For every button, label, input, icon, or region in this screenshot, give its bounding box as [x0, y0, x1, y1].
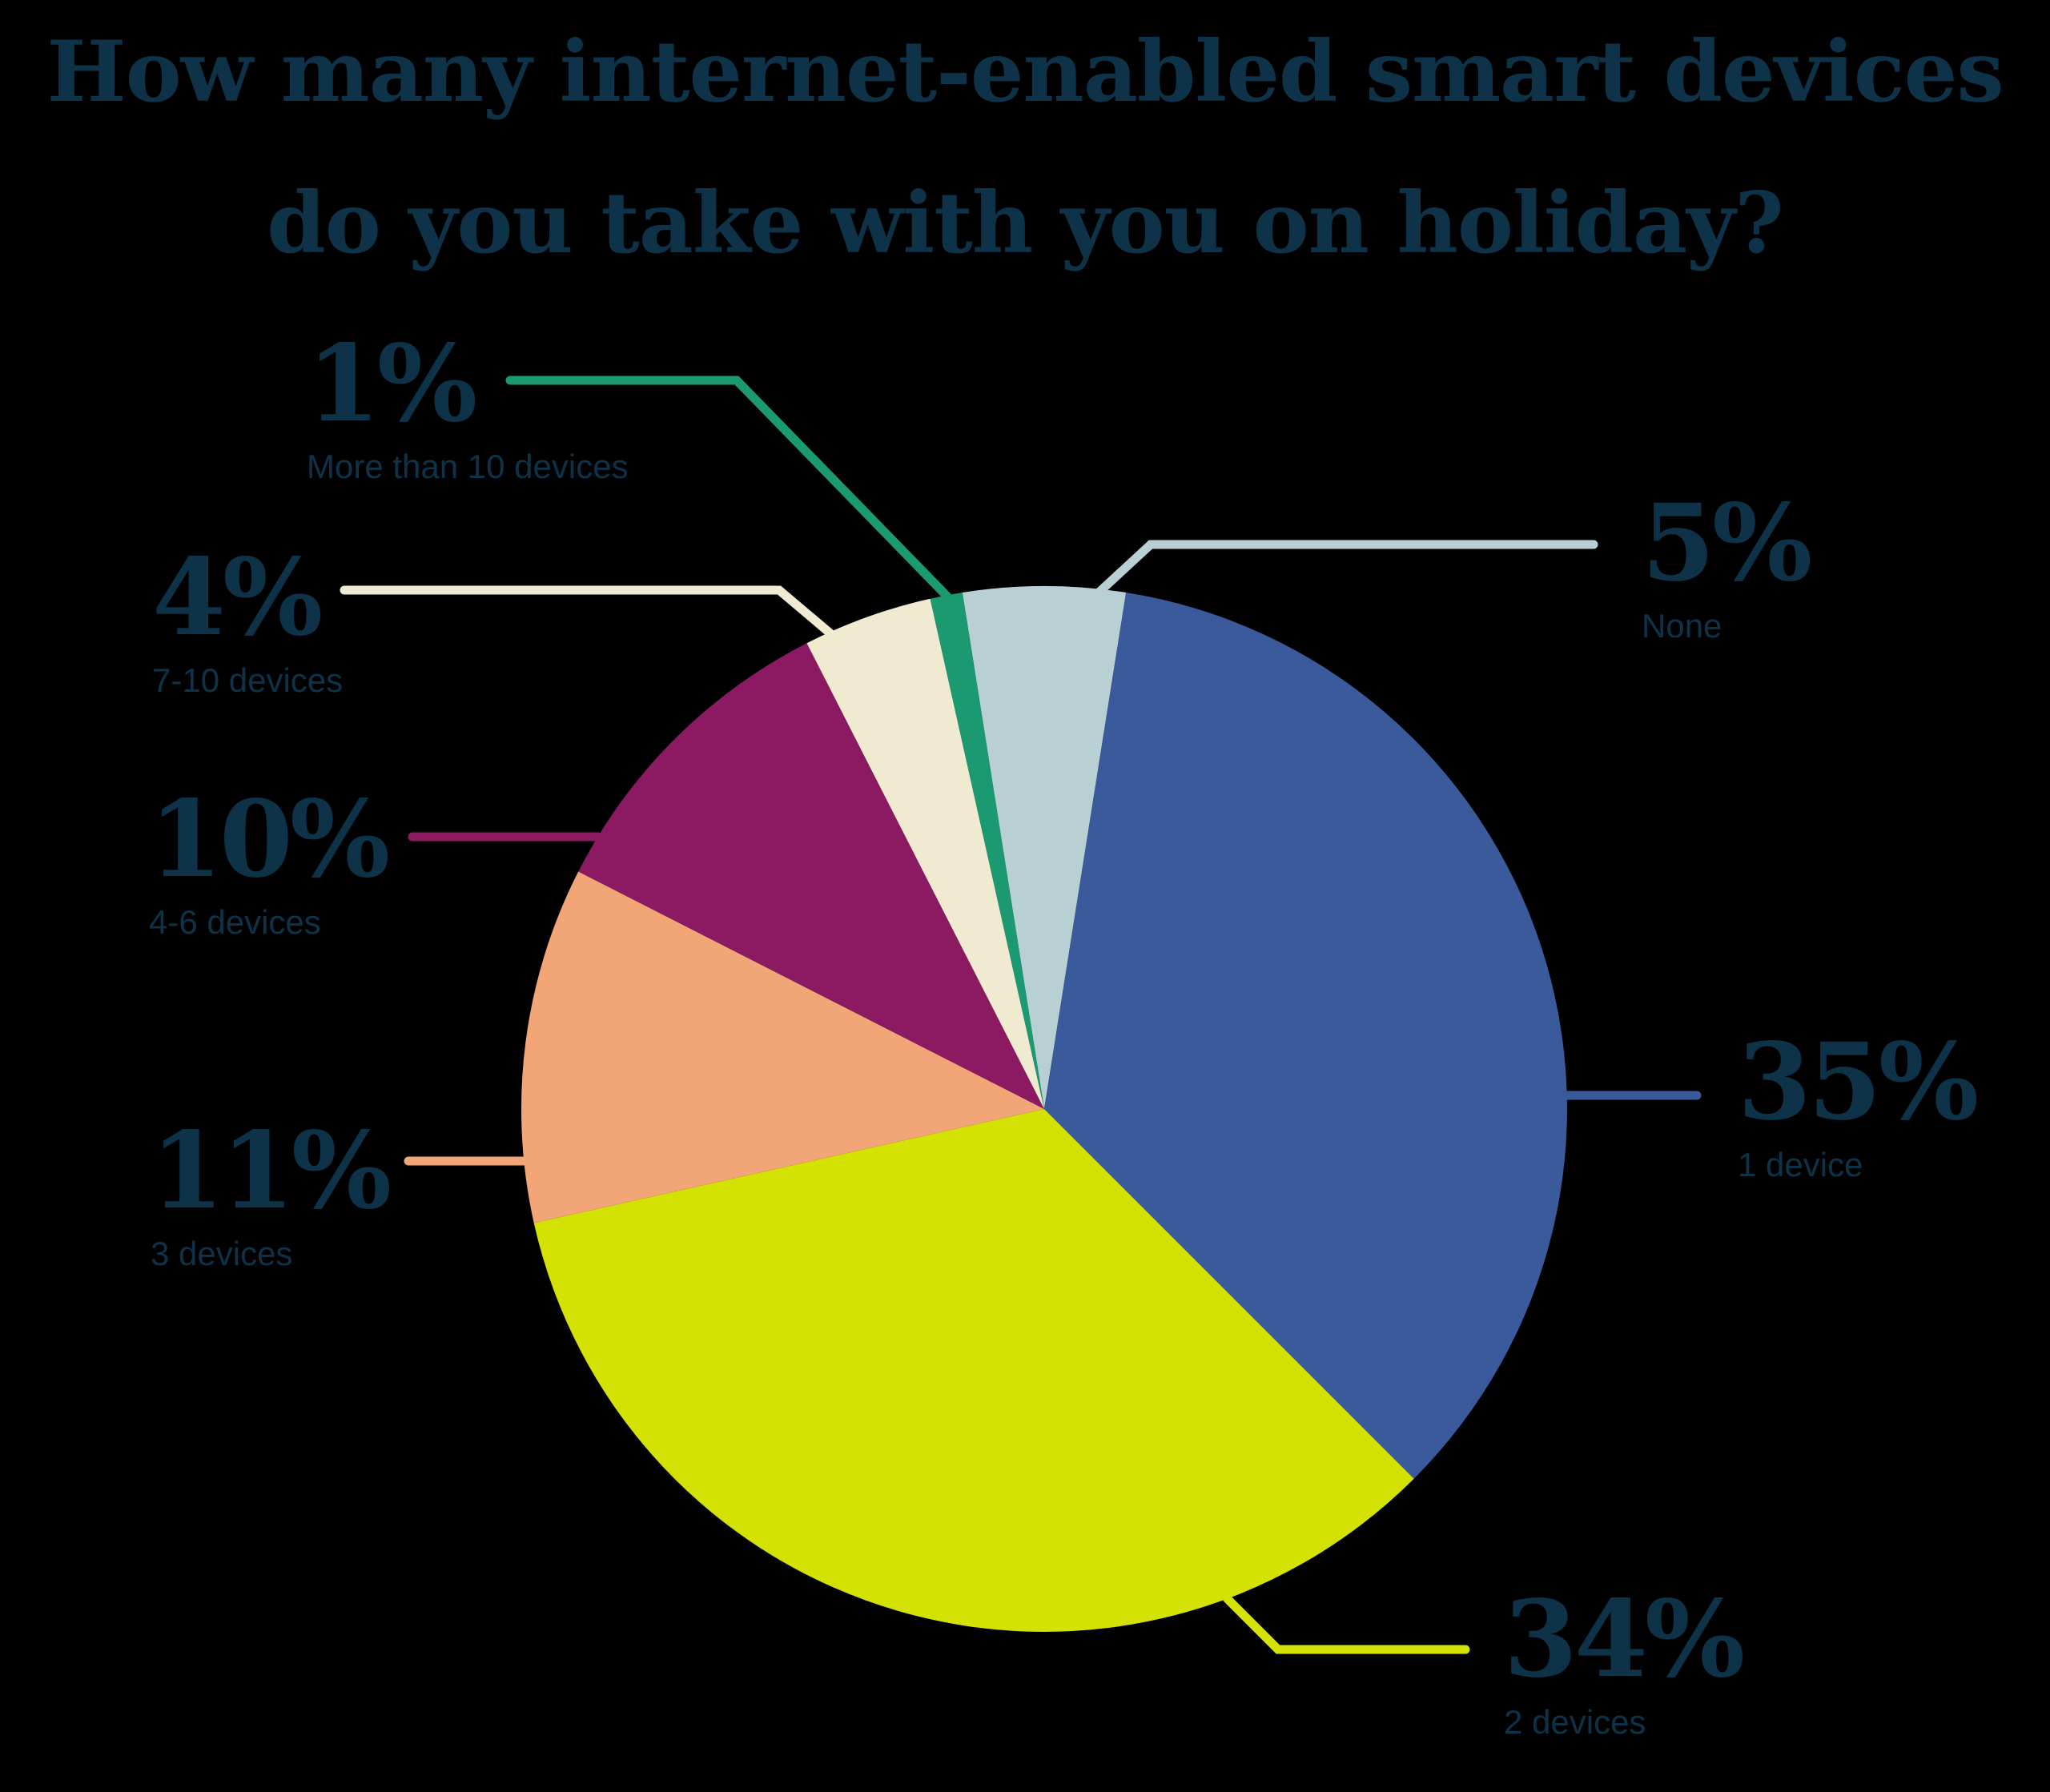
callout-label: 7-10 devices: [152, 661, 344, 699]
pie-slice-4-6-devices: [578, 643, 1044, 1109]
callout-4-6-devices: 10% 4-6 devices: [149, 777, 390, 941]
pie-slice-7-10-devices: [806, 598, 1044, 1109]
callout-label: More than 10 devices: [307, 448, 629, 485]
callout-percent: 10%: [149, 777, 390, 902]
pie-slice-more-than-10-devices: [930, 593, 1044, 1109]
callout-percent: 35%: [1738, 1020, 1979, 1144]
callout-percent: 4%: [152, 536, 323, 660]
callout-percent: 1%: [307, 322, 477, 446]
pie-slice-3-devices: [521, 871, 1044, 1223]
leader-line-none: [1094, 540, 1598, 597]
callout-3-devices: 11% 3 devices: [151, 1109, 392, 1272]
pie-slice-none: [962, 585, 1127, 1109]
callout-7-10-devices: 4% 7-10 devices: [152, 545, 343, 697]
callout-1-device: 35% 1 device: [1738, 1020, 1979, 1183]
callout-percent: 11%: [151, 1109, 392, 1233]
pie-slice-2-devices: [533, 1109, 1414, 1632]
callout-percent: 5%: [1642, 481, 1812, 605]
leader-line-more-than-10-devices: [505, 376, 952, 601]
callout-label: 1 device: [1738, 1146, 1863, 1183]
chart-title-line2: do you take with you on holiday?: [267, 173, 1783, 272]
pie-slice-1-device: [1044, 593, 1567, 1479]
leader-line-2-devices: [1223, 1594, 1470, 1654]
callout-more-than-10-devices: 1% More than 10 devices: [307, 331, 629, 484]
leader-line-7-10-devices: [340, 585, 836, 639]
callout-label: 2 devices: [1504, 1703, 1646, 1741]
callout-2-devices: 34% 2 devices: [1504, 1577, 1745, 1741]
callout-label: None: [1642, 607, 1722, 645]
callout-percent: 34%: [1504, 1577, 1745, 1702]
callout-none: 5% None: [1642, 481, 1812, 645]
callout-label: 4-6 devices: [149, 903, 321, 941]
callout-label: 3 devices: [151, 1235, 293, 1272]
chart-title-line1: How many internet-enabled smart devices: [46, 22, 2004, 121]
chart-title: How many internet-enabled smart devices …: [0, 0, 2050, 299]
